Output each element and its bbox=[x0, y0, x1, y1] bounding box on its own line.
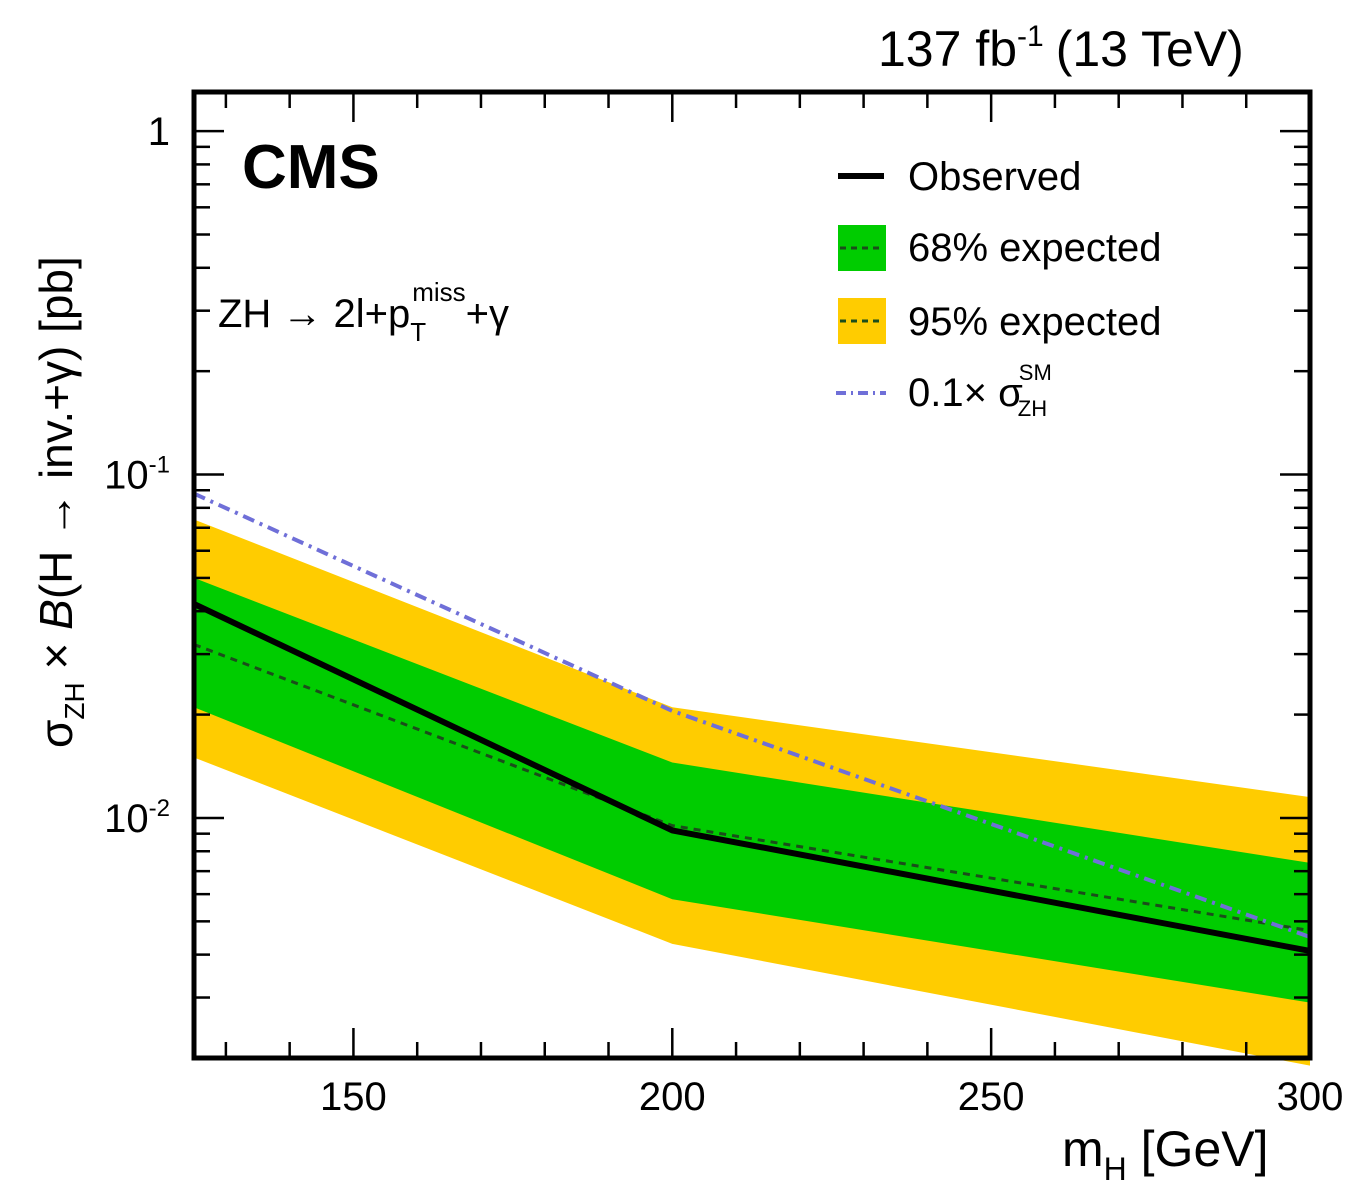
observed-line bbox=[192, 601, 1311, 954]
x-tick-label: 150 bbox=[320, 1075, 387, 1119]
y-axis-title: σZH × B(H → inv.+γ) [pb] bbox=[30, 256, 90, 748]
process-label: ZH → 2l+pTmiss+γ bbox=[218, 277, 509, 347]
legend-95-label: 95% expected bbox=[908, 300, 1162, 344]
y-tick-label: 10-2 bbox=[104, 795, 170, 841]
limit-lines bbox=[192, 491, 1311, 954]
legend-68-label: 68% expected bbox=[908, 226, 1162, 270]
axis-ticks bbox=[194, 92, 1310, 1060]
x-tick-label: 250 bbox=[958, 1075, 1025, 1119]
x-tick-label: 300 bbox=[1277, 1075, 1344, 1119]
x-axis-title: mH [GeV] bbox=[1062, 1121, 1269, 1187]
legend: Observed 68% expected 95% expected 0.1× … bbox=[836, 155, 1162, 421]
x-tick-label: 200 bbox=[639, 1075, 706, 1119]
legend-observed-label: Observed bbox=[908, 155, 1081, 199]
y-tick-label: 10-1 bbox=[104, 452, 170, 498]
plot-frame bbox=[191, 89, 1313, 1061]
legend-sm-label: 0.1× σSM ZH bbox=[908, 360, 1052, 421]
expected-median-line bbox=[193, 643, 1311, 933]
sm-reference-line bbox=[193, 491, 1311, 939]
axis-tick-labels: 150 200 250 300 1 10-1 10-2 bbox=[104, 110, 1343, 1119]
expected-bands bbox=[194, 519, 1310, 1066]
luminosity-label: 137 fb-1 (13 TeV) bbox=[878, 20, 1244, 77]
experiment-label: CMS bbox=[242, 133, 380, 202]
y-tick-label: 1 bbox=[148, 110, 170, 154]
